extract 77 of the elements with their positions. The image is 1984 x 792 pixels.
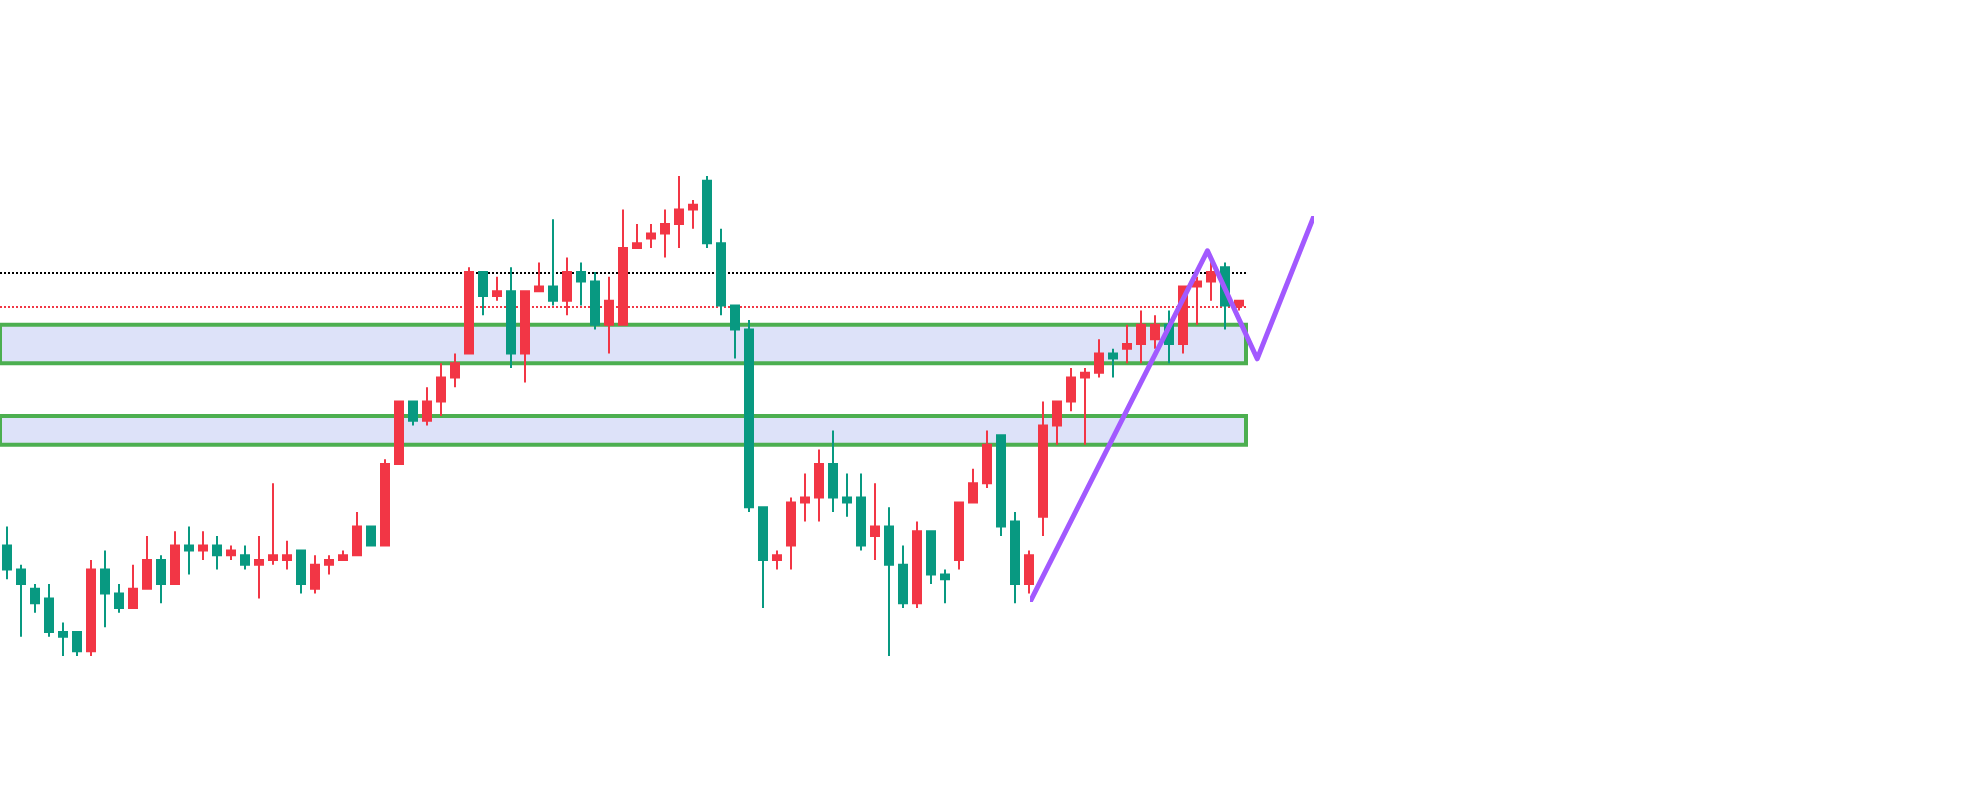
candlestick bbox=[702, 175, 712, 249]
candlestick bbox=[16, 563, 26, 638]
candlestick bbox=[254, 535, 264, 600]
candlestick bbox=[450, 352, 460, 389]
candlestick bbox=[100, 549, 110, 629]
candlestick bbox=[198, 530, 208, 561]
candlestick bbox=[170, 530, 180, 585]
candlestick bbox=[1080, 367, 1090, 446]
candlestick bbox=[1052, 400, 1062, 446]
candlestick bbox=[912, 520, 922, 609]
candlestick bbox=[954, 501, 964, 571]
candlestick bbox=[590, 271, 600, 331]
candlestick bbox=[156, 554, 166, 605]
candlestick bbox=[870, 482, 880, 561]
candlestick bbox=[30, 583, 40, 614]
candlestick bbox=[492, 275, 502, 302]
candlestick bbox=[534, 261, 544, 293]
candlestick bbox=[968, 467, 978, 504]
candlestick bbox=[1150, 314, 1160, 350]
candlestick bbox=[1094, 338, 1104, 379]
candlestick bbox=[114, 583, 124, 614]
candlestick bbox=[772, 549, 782, 571]
candlestick bbox=[688, 199, 698, 230]
candlestick bbox=[408, 400, 418, 427]
candlestick bbox=[800, 472, 810, 523]
candlestick bbox=[744, 319, 754, 513]
candlestick bbox=[632, 223, 642, 249]
candlestick bbox=[1066, 367, 1076, 413]
candlestick bbox=[996, 434, 1006, 537]
candlestick bbox=[44, 583, 54, 638]
candlestick bbox=[716, 227, 726, 317]
candlestick bbox=[982, 429, 992, 489]
candlestick bbox=[240, 544, 250, 571]
candlestick bbox=[184, 525, 194, 576]
candlestick bbox=[828, 429, 838, 513]
candlestick bbox=[506, 266, 516, 369]
candlestick bbox=[576, 261, 586, 307]
candlestick bbox=[338, 549, 348, 561]
candlestick bbox=[2, 525, 12, 581]
candlestick bbox=[422, 386, 432, 427]
candlestick bbox=[1038, 400, 1048, 537]
candlestick bbox=[926, 530, 936, 585]
candlestick bbox=[310, 554, 320, 595]
candlestick bbox=[842, 472, 852, 518]
candlestick bbox=[940, 568, 950, 605]
candlestick bbox=[72, 631, 82, 657]
candlestick bbox=[548, 218, 558, 307]
candlestick bbox=[646, 223, 656, 249]
candlestick bbox=[128, 563, 138, 609]
candlestick bbox=[814, 448, 824, 523]
candlestick bbox=[268, 482, 278, 566]
candlestick bbox=[786, 496, 796, 571]
candlestick bbox=[142, 535, 152, 590]
candlestick bbox=[478, 271, 488, 317]
candlestick bbox=[366, 525, 376, 547]
candlestick bbox=[394, 400, 404, 465]
candlestick bbox=[674, 175, 684, 249]
candlestick bbox=[324, 554, 334, 576]
candlestick bbox=[730, 304, 740, 360]
candlestick bbox=[1122, 323, 1132, 365]
candlestick bbox=[884, 506, 894, 657]
candlestick bbox=[282, 539, 292, 571]
candlestick bbox=[380, 458, 390, 547]
candlestick bbox=[58, 621, 68, 657]
candlestick bbox=[296, 549, 306, 595]
candlestick bbox=[1108, 347, 1118, 379]
candlestick bbox=[898, 544, 908, 609]
candlestick bbox=[436, 362, 446, 417]
candlestick bbox=[856, 472, 866, 552]
candlestick bbox=[212, 535, 222, 571]
candlestick bbox=[758, 506, 768, 609]
candlestick bbox=[226, 544, 236, 561]
candlestick bbox=[1024, 549, 1034, 595]
candlestick bbox=[660, 208, 670, 259]
candlestick bbox=[352, 511, 362, 557]
candlestick bbox=[1010, 511, 1020, 605]
candlestick bbox=[86, 559, 96, 657]
